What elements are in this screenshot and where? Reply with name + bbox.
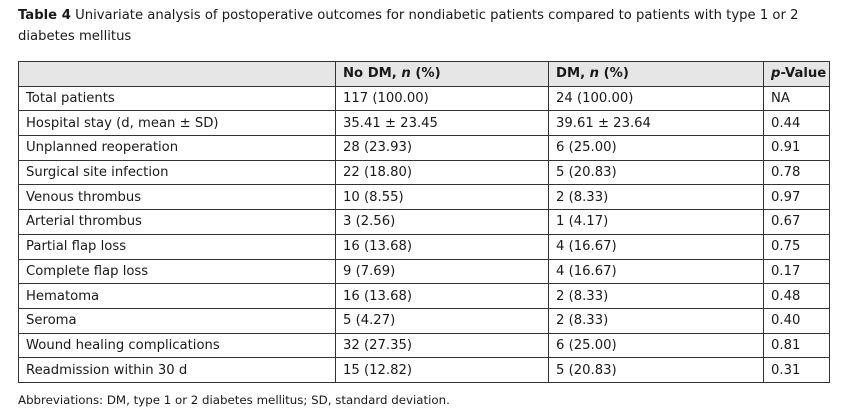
cell-no-dm: 32 (27.35): [335, 332, 549, 359]
table-row: Unplanned reoperation 28 (23.93) 6 (25.0…: [18, 135, 830, 161]
cell-p-value: 0.91: [763, 135, 830, 161]
table-row: Hematoma 16 (13.68) 2 (8.33) 0.48: [18, 283, 830, 309]
table-row: Arterial thrombus 3 (2.56) 1 (4.17) 0.67: [18, 209, 830, 235]
header-no-dm-pre: No DM,: [343, 66, 402, 82]
cell-p-value: 0.31: [763, 357, 830, 383]
header-dm-post: (%): [599, 66, 629, 82]
cell-outcome: Complete flap loss: [18, 258, 336, 285]
cell-p-value: 0.40: [763, 307, 830, 334]
cell-p-value: 0.48: [763, 283, 830, 309]
cell-dm: 5 (20.83): [548, 357, 764, 383]
table-title: Univariate analysis of postoperative out…: [18, 8, 799, 44]
cell-p-value: 0.78: [763, 159, 830, 186]
cell-no-dm: 5 (4.27): [335, 307, 549, 334]
cell-no-dm: 9 (7.69): [335, 258, 549, 285]
table-caption: Table 4 Univariate analysis of postopera…: [18, 5, 838, 47]
cell-dm: 39.61 ± 23.64: [548, 110, 764, 137]
cell-p-value: 0.81: [763, 332, 830, 359]
table-row: Partial flap loss 16 (13.68) 4 (16.67) 0…: [18, 233, 830, 260]
table-header-row: No DM, n (%) DM, n (%) p-Value: [18, 61, 830, 87]
cell-p-value: 0.67: [763, 209, 830, 235]
cell-outcome: Surgical site infection: [18, 159, 336, 186]
header-dm-pre: DM,: [556, 66, 590, 82]
cell-p-value: 0.44: [763, 110, 830, 137]
cell-p-value: NA: [763, 85, 830, 112]
cell-outcome: Partial flap loss: [18, 233, 336, 260]
header-outcome: [18, 61, 336, 87]
cell-dm: 2 (8.33): [548, 307, 764, 334]
header-p-post: -Value: [780, 66, 827, 82]
header-no-dm-n: n: [401, 66, 411, 82]
table-row: Venous thrombus 10 (8.55) 2 (8.33) 0.97: [18, 184, 830, 211]
cell-no-dm: 35.41 ± 23.45: [335, 110, 549, 137]
table-label: Table 4: [18, 8, 71, 23]
cell-no-dm: 22 (18.80): [335, 159, 549, 186]
cell-p-value: 0.75: [763, 233, 830, 260]
table-row: Surgical site infection 22 (18.80) 5 (20…: [18, 159, 830, 186]
cell-outcome: Readmission within 30 d: [18, 357, 336, 383]
table-row: Total patients 117 (100.00) 24 (100.00) …: [18, 85, 830, 112]
header-no-dm: No DM, n (%): [335, 61, 549, 87]
cell-outcome: Seroma: [18, 307, 336, 334]
cell-outcome: Unplanned reoperation: [18, 135, 336, 161]
cell-outcome: Arterial thrombus: [18, 209, 336, 235]
cell-dm: 2 (8.33): [548, 184, 764, 211]
cell-no-dm: 15 (12.82): [335, 357, 549, 383]
outcomes-table: No DM, n (%) DM, n (%) p-Value Total pat…: [18, 61, 830, 383]
cell-outcome: Hospital stay (d, mean ± SD): [18, 110, 336, 137]
table-row: Wound healing complications 32 (27.35) 6…: [18, 332, 830, 359]
cell-p-value: 0.17: [763, 258, 830, 285]
cell-outcome: Venous thrombus: [18, 184, 336, 211]
cell-dm: 6 (25.00): [548, 135, 764, 161]
cell-dm: 4 (16.67): [548, 258, 764, 285]
cell-no-dm: 10 (8.55): [335, 184, 549, 211]
header-p-italic: p: [771, 66, 781, 82]
header-p-value: p-Value: [763, 61, 830, 87]
cell-no-dm: 117 (100.00): [335, 85, 549, 112]
cell-outcome: Hematoma: [18, 283, 336, 309]
cell-dm: 24 (100.00): [548, 85, 764, 112]
table-row: Hospital stay (d, mean ± SD) 35.41 ± 23.…: [18, 110, 830, 137]
table-row: Seroma 5 (4.27) 2 (8.33) 0.40: [18, 307, 830, 334]
cell-dm: 5 (20.83): [548, 159, 764, 186]
table-footnote: Abbreviations: DM, type 1 or 2 diabetes …: [18, 393, 450, 407]
cell-no-dm: 16 (13.68): [335, 283, 549, 309]
header-dm-n: n: [589, 66, 600, 82]
table-row: Readmission within 30 d 15 (12.82) 5 (20…: [18, 357, 830, 383]
cell-dm: 6 (25.00): [548, 332, 764, 359]
cell-dm: 2 (8.33): [548, 283, 764, 309]
header-dm: DM, n (%): [548, 61, 764, 87]
cell-no-dm: 3 (2.56): [335, 209, 549, 235]
cell-no-dm: 28 (23.93): [335, 135, 549, 161]
cell-dm: 1 (4.17): [548, 209, 764, 235]
cell-outcome: Total patients: [18, 85, 336, 112]
cell-no-dm: 16 (13.68): [335, 233, 549, 260]
cell-dm: 4 (16.67): [548, 233, 764, 260]
table-row: Complete flap loss 9 (7.69) 4 (16.67) 0.…: [18, 258, 830, 285]
cell-p-value: 0.97: [763, 184, 830, 211]
header-no-dm-post: (%): [410, 66, 441, 82]
cell-outcome: Wound healing complications: [18, 332, 336, 359]
